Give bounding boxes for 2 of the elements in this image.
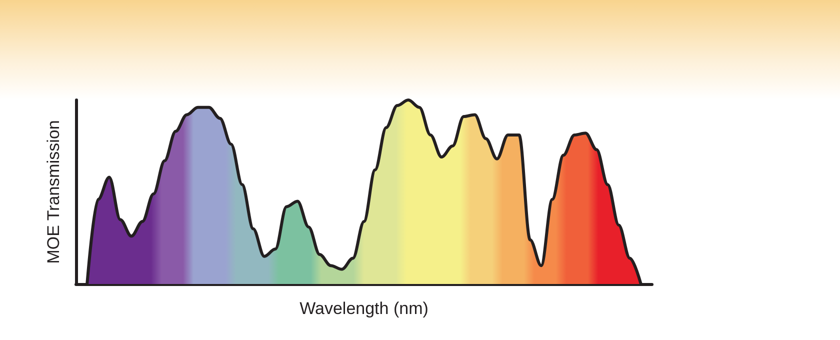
x-axis-title: Wavelength (nm) <box>300 299 428 318</box>
y-axis-title: MOE Transmission <box>44 120 63 264</box>
